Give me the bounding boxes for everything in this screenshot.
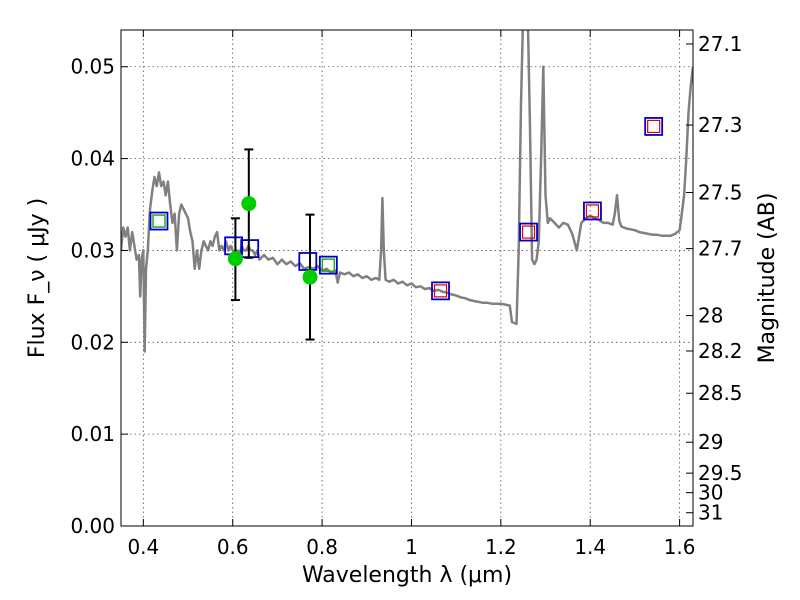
y2-tick-label: 30 (698, 481, 723, 505)
spectrum-layer (121, 30, 693, 353)
plot-frame (120, 29, 694, 527)
x-tick-label: 1.6 (664, 535, 696, 559)
y2-tick-label: 28 (698, 304, 723, 328)
blue-square-marker (318, 255, 338, 275)
model-spectrum-line (121, 30, 693, 353)
green-detection-marker (227, 251, 243, 267)
blue-square-marker (644, 117, 664, 136)
markers-layer (149, 117, 664, 341)
x-tick-label: 0.6 (217, 535, 249, 559)
y-tick-label: 0.01 (70, 422, 115, 446)
y2-tick-label: 29 (698, 430, 723, 454)
green-detection-marker (241, 196, 257, 212)
y-tick-label: 0.02 (70, 330, 115, 354)
blue-square-marker (149, 211, 169, 231)
green-detection-marker (302, 269, 318, 285)
y-tick-label: 0.00 (70, 514, 115, 538)
y-axis-label: Flux F_ν ( μJy ) (25, 198, 50, 358)
x-axis-label: Wavelength λ (μm) (302, 563, 512, 588)
red-square-marker (521, 225, 536, 239)
red-square-marker (433, 284, 448, 298)
y2-tick-label: 27.1 (698, 32, 743, 56)
blue-square-marker (519, 222, 538, 242)
blue-square-marker (583, 201, 602, 221)
y2-tick-label: 27.5 (698, 181, 743, 205)
grid-lines (121, 30, 693, 527)
green-square-marker (152, 214, 166, 228)
x-tick-label: 1.4 (574, 535, 606, 559)
x-tick-label: 1.2 (485, 535, 517, 559)
ticks-layer: 0.4 0.6 0.8 1 1.2 1.4 1.6 0.00 0.01 0.02 0.03 0.04 0… (70, 30, 743, 559)
y-tick-label: 0.04 (70, 147, 115, 171)
x-tick-label: 0.4 (127, 535, 159, 559)
blue-square-marker (431, 281, 450, 301)
y2-tick-label: 28.5 (698, 381, 743, 405)
y2-tick-label: 27.3 (698, 113, 743, 137)
x-tick-label: 0.8 (306, 535, 338, 559)
y-tick-label: 0.03 (70, 238, 115, 262)
green-square-marker (321, 258, 336, 272)
y2-tick-label: 27.7 (698, 237, 743, 261)
y-tick-label: 0.05 (70, 55, 115, 79)
y2-tick-label: 29.5 (698, 461, 743, 485)
y2-tick-label: 31 (698, 501, 723, 525)
red-square-marker (585, 204, 600, 218)
x-tick-label: 1 (405, 535, 418, 559)
y2-tick-label: 28.2 (698, 339, 743, 363)
red-square-marker (647, 119, 661, 134)
y2-axis-label: Magnitude (AB) (755, 193, 780, 364)
